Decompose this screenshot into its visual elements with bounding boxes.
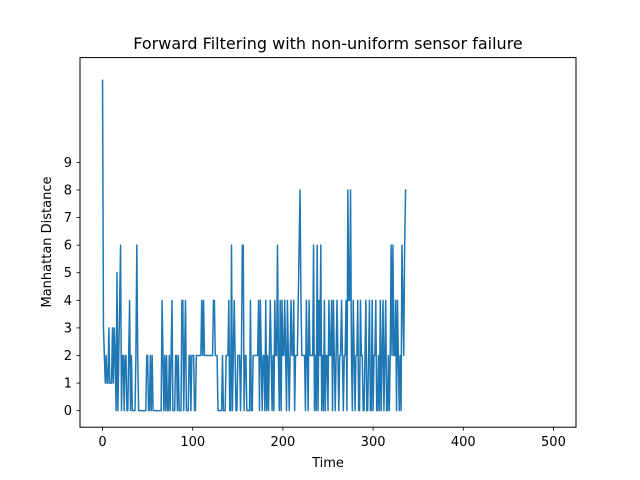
x-tick-label: 200 (270, 435, 295, 450)
x-tick-label: 300 (361, 435, 386, 450)
axis-ticks: 0 100 200 300 400 500 0 1 2 3 4 5 6 7 8 9 (64, 156, 566, 450)
y-tick-label: 0 (64, 404, 72, 419)
y-tick-label: 8 (64, 183, 72, 198)
y-axis-label: Manhattan Distance (40, 176, 55, 307)
x-tick-label: 500 (541, 435, 566, 450)
y-tick-label: 6 (64, 239, 72, 254)
x-tick-label: 100 (180, 435, 205, 450)
x-tick-label: 0 (98, 435, 106, 450)
y-tick-label: 7 (64, 211, 72, 226)
plot-area (101, 79, 407, 412)
chart-title: Forward Filtering with non-uniform senso… (133, 34, 523, 53)
y-tick-label: 2 (64, 349, 72, 364)
y-tick-label: 3 (64, 321, 72, 336)
y-tick-label: 4 (64, 294, 72, 309)
axes-frame (79, 57, 577, 428)
series-line (101, 79, 407, 412)
y-tick-label: 5 (64, 266, 72, 281)
x-axis-label: Time (311, 456, 344, 471)
x-tick-label: 400 (451, 435, 476, 450)
y-tick-label: 1 (64, 377, 72, 392)
y-tick-label: 9 (64, 156, 72, 171)
